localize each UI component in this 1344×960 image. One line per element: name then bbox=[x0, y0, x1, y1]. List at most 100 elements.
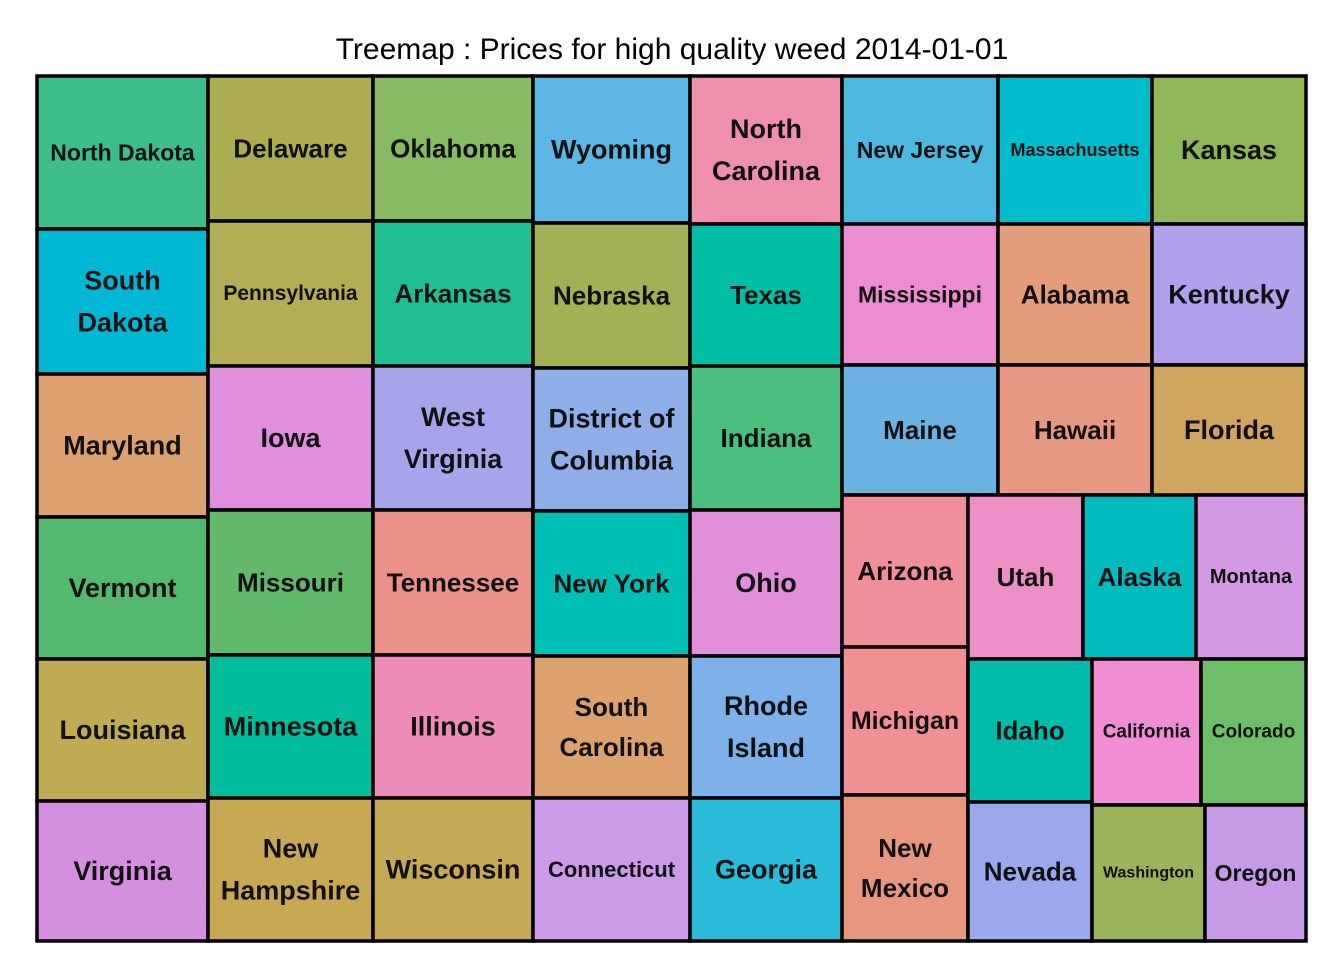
tile-label-alaska: Alaska bbox=[1098, 562, 1182, 592]
tile-rect-minnesota bbox=[206, 653, 375, 800]
tile-virginia: Virginia bbox=[35, 799, 210, 943]
tile-label-indiana: Indiana bbox=[720, 423, 812, 453]
tile-label-wyoming: Wyoming bbox=[551, 135, 672, 165]
tile-label-florida: Florida bbox=[1184, 415, 1275, 445]
tile-california: California bbox=[1090, 657, 1203, 807]
tile-rect-nebraska bbox=[531, 221, 692, 370]
tile-rect-new-york bbox=[531, 509, 692, 658]
tile-utah: Utah bbox=[966, 493, 1085, 661]
tile-missouri: Missouri bbox=[206, 508, 375, 657]
tile-label-nevada: Nevada bbox=[984, 857, 1077, 887]
tile-connecticut: Connecticut bbox=[531, 796, 692, 943]
tile-district-of-columbia: District of Columbia bbox=[531, 366, 692, 513]
tile-label-south-dakota-2: Dakota bbox=[77, 307, 168, 337]
tile-rect-arkansas bbox=[371, 219, 535, 368]
tile-maine: Maine bbox=[840, 363, 1000, 497]
tile-new-hampshire: New Hampshire bbox=[206, 796, 375, 943]
tile-massachusetts: Massachusetts bbox=[996, 74, 1154, 226]
tile-rect-maryland bbox=[35, 372, 210, 519]
tile-delaware: Delaware bbox=[206, 74, 375, 223]
tile-rect-mississippi bbox=[840, 222, 1000, 367]
tile-rect-new-hampshire bbox=[206, 796, 375, 943]
tile-tennessee: Tennessee bbox=[371, 508, 535, 657]
tile-label-connecticut: Connecticut bbox=[548, 857, 676, 882]
tile-label-vermont: Vermont bbox=[68, 573, 176, 603]
tile-label-illinois: Illinois bbox=[410, 712, 496, 742]
tile-label-district-of-columbia-2: Columbia bbox=[550, 445, 674, 475]
tile-colorado: Colorado bbox=[1199, 657, 1308, 807]
tile-pennsylvania: Pennsylvania bbox=[206, 219, 375, 368]
tile-kentucky: Kentucky bbox=[1150, 222, 1308, 367]
tile-label-south-carolina-2: Carolina bbox=[559, 732, 664, 762]
tile-arizona: Arizona bbox=[840, 493, 970, 649]
tile-label-new-hampshire-2: Hampshire bbox=[221, 875, 361, 905]
tile-label-virginia: Virginia bbox=[73, 856, 173, 886]
tile-label-louisiana: Louisiana bbox=[59, 715, 186, 745]
tile-georgia: Georgia bbox=[688, 796, 844, 943]
tile-rect-hawaii bbox=[996, 363, 1154, 497]
tile-minnesota: Minnesota bbox=[206, 653, 375, 800]
tile-label-maryland: Maryland bbox=[63, 431, 182, 461]
tile-new-york: New York bbox=[531, 509, 692, 658]
tile-label-hawaii: Hawaii bbox=[1034, 415, 1116, 445]
tile-rect-oregon bbox=[1203, 803, 1308, 943]
tile-label-mississippi: Mississippi bbox=[858, 282, 982, 308]
tile-new-mexico: New Mexico bbox=[840, 793, 970, 943]
tile-label-michigan: Michigan bbox=[851, 707, 959, 735]
tile-wyoming: Wyoming bbox=[531, 74, 692, 225]
tile-label-south-carolina-1: South bbox=[575, 692, 649, 722]
tile-label-north-carolina-2: Carolina bbox=[712, 156, 821, 186]
tile-label-california: California bbox=[1103, 722, 1191, 743]
tile-rect-maine bbox=[840, 363, 1000, 497]
tile-west-virginia: West Virginia bbox=[371, 364, 535, 512]
tile-rect-missouri bbox=[206, 508, 375, 657]
tile-kansas: Kansas bbox=[1150, 74, 1308, 226]
tile-wisconsin: Wisconsin bbox=[371, 796, 535, 943]
tile-label-arkansas: Arkansas bbox=[394, 279, 511, 309]
tile-rect-rhode-island bbox=[688, 654, 844, 800]
tile-label-new-mexico-2: Mexico bbox=[861, 873, 949, 903]
tile-rect-wyoming bbox=[531, 74, 692, 225]
tile-south-dakota: South Dakota bbox=[35, 227, 210, 376]
tile-label-west-virginia-2: Virginia bbox=[404, 444, 504, 474]
tile-oregon: Oregon bbox=[1203, 803, 1308, 943]
tile-rect-indiana bbox=[688, 364, 844, 512]
tile-rect-north-carolina bbox=[688, 74, 844, 226]
tile-idaho: Idaho bbox=[966, 657, 1094, 804]
tile-iowa: Iowa bbox=[206, 364, 375, 512]
tile-montana: Montana bbox=[1194, 493, 1308, 661]
tile-arkansas: Arkansas bbox=[371, 219, 535, 368]
tile-rect-vermont bbox=[35, 515, 210, 661]
tile-north-carolina: North Carolina bbox=[688, 74, 844, 226]
tile-label-colorado: Colorado bbox=[1212, 722, 1295, 743]
tile-label-south-dakota-1: South bbox=[84, 266, 160, 296]
tile-florida: Florida bbox=[1150, 363, 1308, 497]
tile-oklahoma: Oklahoma bbox=[371, 74, 535, 223]
tile-new-jersey: New Jersey bbox=[840, 74, 1000, 226]
tile-indiana: Indiana bbox=[688, 364, 844, 512]
tile-texas: Texas bbox=[688, 222, 844, 368]
tile-label-minnesota: Minnesota bbox=[224, 712, 358, 742]
tile-rect-district-of-columbia bbox=[531, 366, 692, 513]
tile-label-district-of-columbia-1: District of bbox=[548, 404, 675, 434]
tile-label-pennsylvania: Pennsylvania bbox=[223, 282, 358, 305]
tile-label-georgia: Georgia bbox=[715, 855, 818, 885]
tile-rect-montana bbox=[1194, 493, 1308, 661]
tile-rect-south-carolina bbox=[531, 654, 692, 800]
tile-label-ohio: Ohio bbox=[735, 568, 797, 598]
tile-alabama: Alabama bbox=[996, 222, 1154, 367]
tile-rect-iowa bbox=[206, 364, 375, 512]
tile-rect-ohio bbox=[688, 508, 844, 658]
tile-label-iowa: Iowa bbox=[260, 423, 321, 453]
tile-label-wisconsin: Wisconsin bbox=[386, 855, 521, 885]
tile-louisiana: Louisiana bbox=[35, 657, 210, 803]
tile-hawaii: Hawaii bbox=[996, 363, 1154, 497]
tile-label-utah: Utah bbox=[997, 562, 1055, 592]
tile-rect-west-virginia bbox=[371, 364, 535, 512]
tile-rect-wisconsin bbox=[371, 796, 535, 943]
tile-south-carolina: South Carolina bbox=[531, 654, 692, 800]
tile-mississippi: Mississippi bbox=[840, 222, 1000, 367]
tile-label-oklahoma: Oklahoma bbox=[390, 134, 516, 164]
plot-frame bbox=[35, 74, 1308, 943]
